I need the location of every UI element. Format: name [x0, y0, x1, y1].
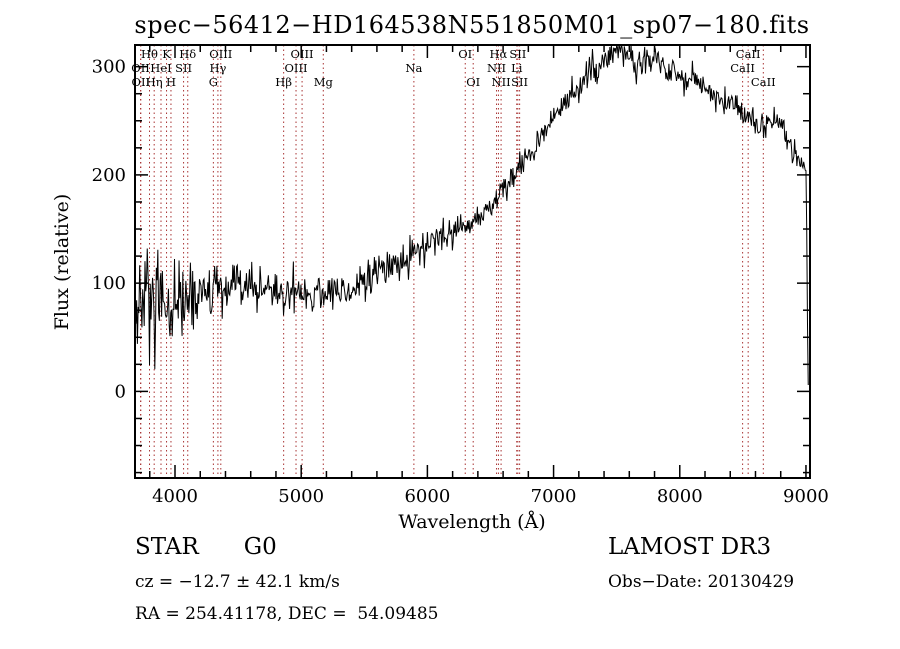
survey-label: LAMOST DR3: [608, 534, 772, 560]
obs-date: Obs−Date: 20130429: [608, 572, 795, 592]
spectral-line-label: OI: [466, 75, 480, 89]
spectral-line-label: Mg: [314, 75, 334, 89]
spectrum-trace: [135, 45, 809, 386]
cz-value: cz = −12.7 ± 42.1 km/s: [135, 572, 340, 592]
spectral-line-label: NII: [487, 61, 506, 75]
y-tick-label: 0: [115, 381, 126, 402]
object-classification: STAR G0: [135, 534, 277, 560]
spectral-line-markers: [140, 45, 764, 478]
spectral-line-label: Hη: [146, 75, 163, 89]
y-axis-label: Flux (relative): [51, 193, 73, 331]
x-tick-label: 5000: [278, 486, 324, 507]
spectral-line-label: OII: [132, 75, 151, 89]
spectral-line-label: SII: [509, 47, 526, 61]
spectral-line-label: Hθ: [141, 47, 158, 61]
tick-labels: 4000 5000 6000 7000 8000 9000 0 100 200 300: [92, 57, 829, 507]
spectral-line-labels: OIIOIIHθHηHeIKHSIIHδGHγOIIIHβOIIIOIIIMgN…: [131, 47, 775, 89]
spectral-line-label: SII: [175, 61, 192, 75]
spectral-line-label: SII: [511, 75, 528, 89]
x-tick-label: 6000: [404, 486, 450, 507]
spectral-line-label: CaII: [736, 47, 761, 61]
spectral-line-label: OIII: [284, 61, 307, 75]
x-tick-label: 8000: [657, 486, 703, 507]
y-tick-label: 300: [92, 57, 126, 78]
spectral-line-label: Hβ: [275, 75, 292, 89]
spectral-line-label: OIII: [291, 47, 314, 61]
x-tick-label: 7000: [531, 486, 577, 507]
spectral-line-label: Na: [405, 61, 422, 75]
spectral-line-label: Hδ: [179, 47, 196, 61]
axis-ticks: [135, 45, 810, 478]
plot-box: [134, 44, 811, 479]
y-tick-label: 100: [92, 273, 126, 294]
x-tick-label: 9000: [783, 486, 829, 507]
x-tick-label: 4000: [152, 486, 198, 507]
spectral-line-label: CaII: [730, 61, 755, 75]
spectral-line-label: Li: [511, 61, 523, 75]
spectral-line-label: Hα: [490, 47, 508, 61]
x-axis-label: Wavelength (Å): [398, 511, 546, 533]
spectral-line-label: CaII: [751, 75, 776, 89]
spectral-line-label: OI: [458, 47, 472, 61]
spectral-line-label: K: [162, 47, 171, 61]
spectral-line-label: Hγ: [209, 61, 226, 75]
spectral-subclass: G0: [243, 534, 277, 560]
spectral-line-label: HeI: [150, 61, 171, 75]
spectral-line-label: OIII: [209, 47, 232, 61]
spectral-line-label: NII: [492, 75, 511, 89]
object-type: STAR: [135, 534, 199, 560]
spectral-line-label: G: [209, 75, 218, 89]
spectral-line-label: H: [166, 75, 176, 89]
ra-dec: RA = 254.41178, DEC = 54.09485: [135, 604, 439, 624]
plot-title: spec−56412−HD164538N551850M01_sp07−180.f…: [134, 11, 810, 39]
y-tick-label: 200: [92, 165, 126, 186]
